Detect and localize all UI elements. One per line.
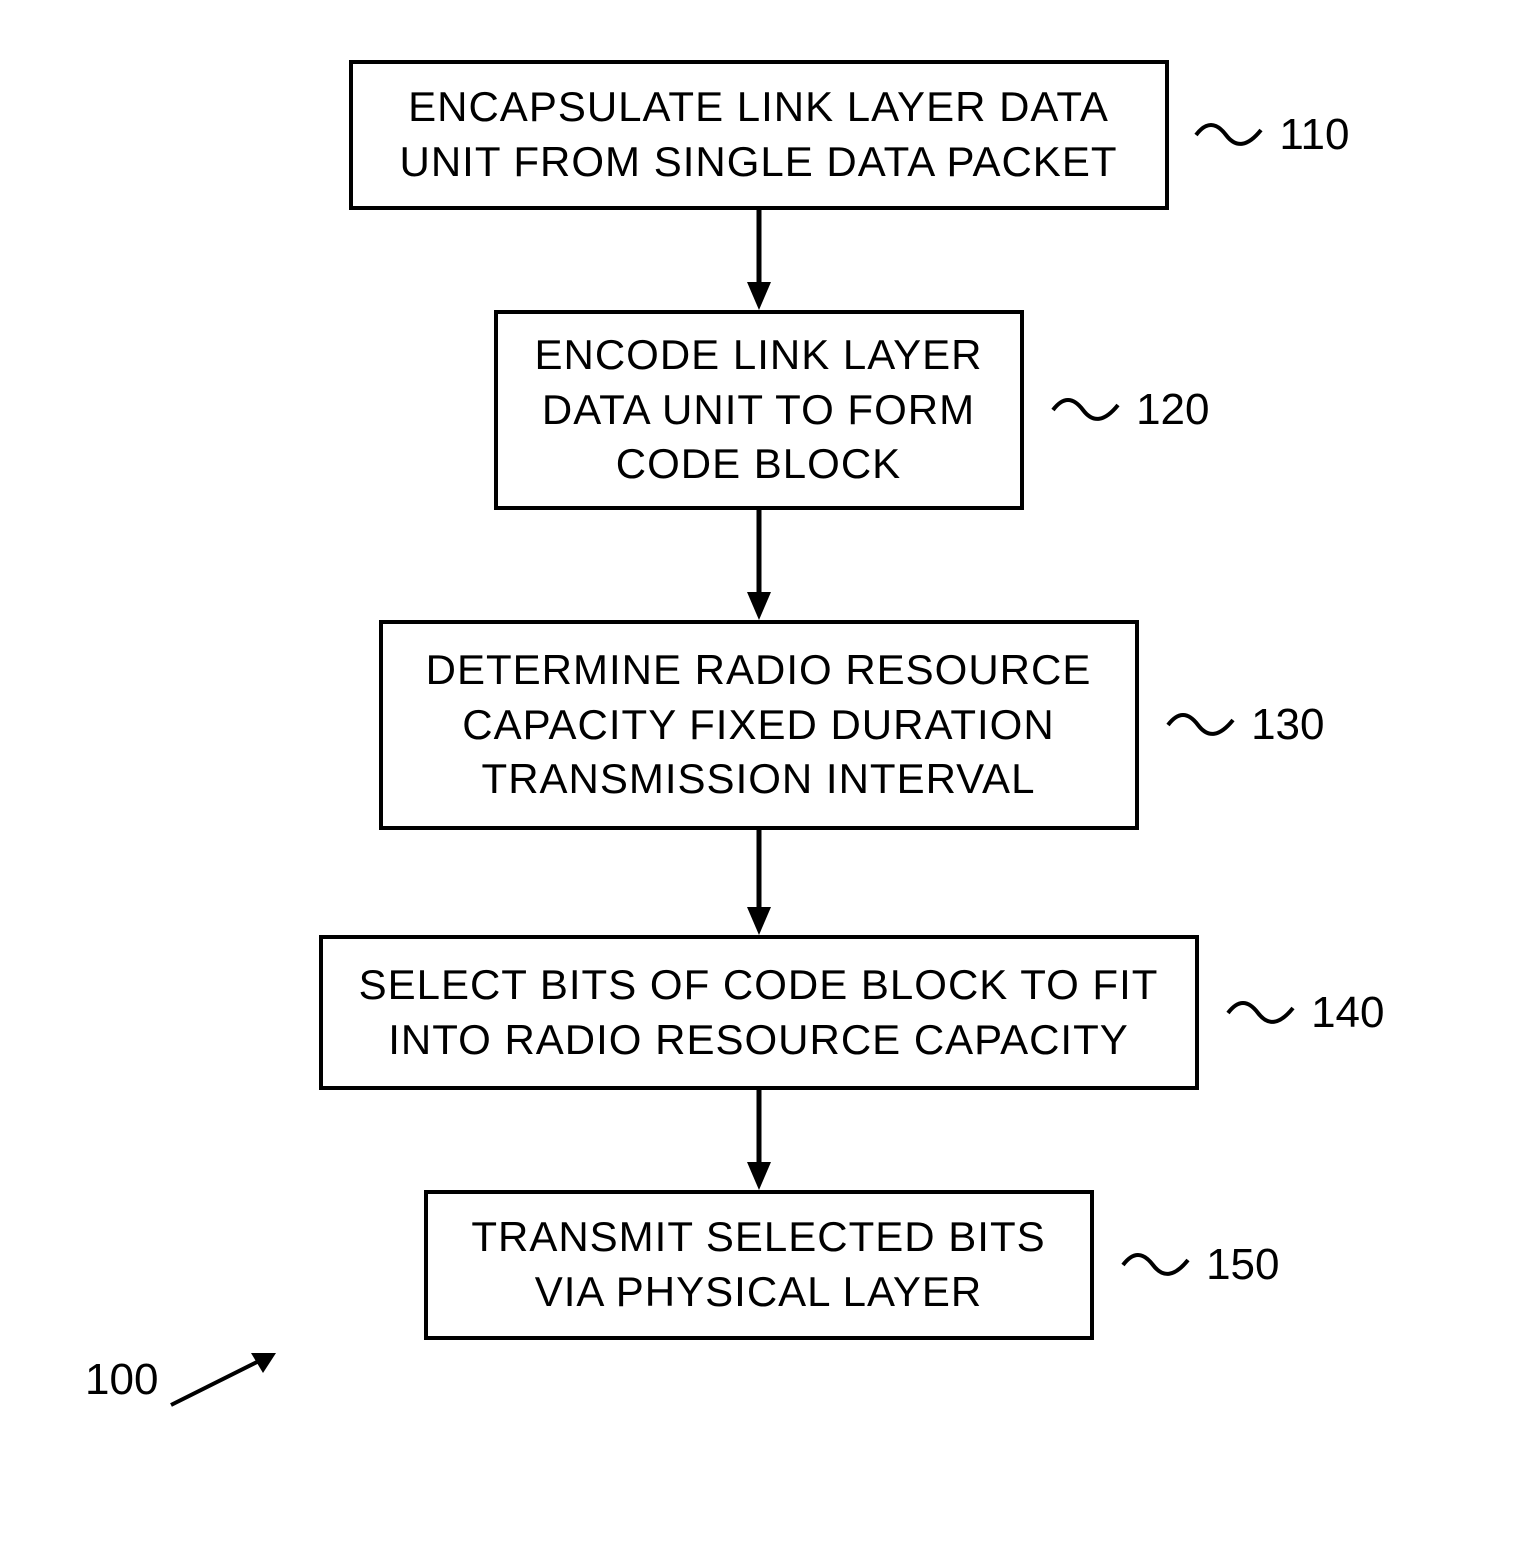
node-150-label-wrapper: 150 bbox=[1118, 1240, 1279, 1290]
squiggle-icon bbox=[1118, 1240, 1198, 1290]
flowchart-container: ENCAPSULATE LINK LAYER DATA UNIT FROM SI… bbox=[209, 60, 1309, 1340]
node-130-text: DETERMINE RADIO RESOURCE CAPACITY FIXED … bbox=[426, 643, 1092, 807]
diagram-label-100: 100 bbox=[85, 1345, 286, 1415]
squiggle-icon bbox=[1048, 385, 1128, 435]
node-120-label-wrapper: 120 bbox=[1048, 385, 1209, 435]
squiggle-icon bbox=[1163, 700, 1243, 750]
node-140-text: SELECT BITS OF CODE BLOCK TO FIT INTO RA… bbox=[359, 958, 1159, 1067]
node-120-text: ENCODE LINK LAYER DATA UNIT TO FORM CODE… bbox=[534, 328, 982, 492]
arrow-140-150 bbox=[209, 1090, 1309, 1190]
node-130-label-wrapper: 130 bbox=[1163, 700, 1324, 750]
squiggle-icon bbox=[1223, 988, 1303, 1038]
node-140: SELECT BITS OF CODE BLOCK TO FIT INTO RA… bbox=[319, 935, 1199, 1090]
squiggle-icon bbox=[1191, 110, 1271, 160]
node-110: ENCAPSULATE LINK LAYER DATA UNIT FROM SI… bbox=[349, 60, 1169, 210]
node-150-label: 150 bbox=[1206, 1240, 1279, 1290]
node-110-label-wrapper: 110 bbox=[1191, 110, 1349, 160]
diagram-label-text: 100 bbox=[85, 1355, 158, 1405]
node-110-label: 110 bbox=[1279, 110, 1349, 160]
arrow-down-icon bbox=[739, 510, 779, 620]
arrow-130-140 bbox=[209, 830, 1309, 935]
arrow-110-120 bbox=[209, 210, 1309, 310]
arrow-120-130 bbox=[209, 510, 1309, 620]
arrow-down-icon bbox=[739, 830, 779, 935]
node-130-label: 130 bbox=[1251, 700, 1324, 750]
node-140-label: 140 bbox=[1311, 988, 1384, 1038]
node-130: DETERMINE RADIO RESOURCE CAPACITY FIXED … bbox=[379, 620, 1139, 830]
node-120: ENCODE LINK LAYER DATA UNIT TO FORM CODE… bbox=[494, 310, 1024, 510]
node-120-label: 120 bbox=[1136, 385, 1209, 435]
node-150: TRANSMIT SELECTED BITS VIA PHYSICAL LAYE… bbox=[424, 1190, 1094, 1340]
node-110-text: ENCAPSULATE LINK LAYER DATA UNIT FROM SI… bbox=[400, 80, 1118, 189]
node-150-text: TRANSMIT SELECTED BITS VIA PHYSICAL LAYE… bbox=[471, 1210, 1045, 1319]
node-140-label-wrapper: 140 bbox=[1223, 988, 1384, 1038]
arrow-upright-icon bbox=[166, 1345, 286, 1415]
arrow-down-icon bbox=[739, 210, 779, 310]
arrow-down-icon bbox=[739, 1090, 779, 1190]
